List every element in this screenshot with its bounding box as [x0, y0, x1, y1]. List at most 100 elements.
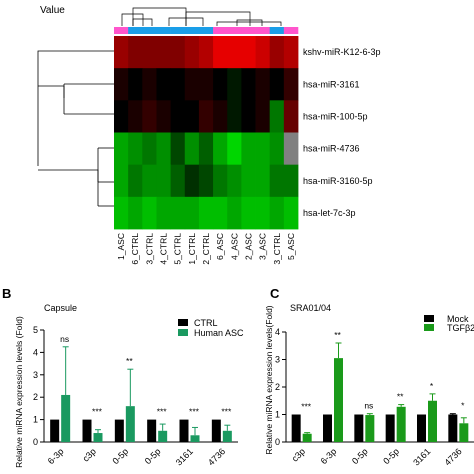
- legend-label-tgf: TGFβ2: [447, 323, 474, 333]
- heatmap-cell: [241, 132, 256, 166]
- bar-treated: [302, 433, 312, 442]
- row-dendrogram: [37, 50, 114, 207]
- heatmap-cell: [283, 36, 299, 69]
- heatmap-cell: [198, 36, 214, 69]
- x-tick-label: c3p: [290, 446, 307, 463]
- heatmap-cell: [241, 196, 256, 230]
- heatmap-cell: [241, 36, 256, 69]
- bar-treated: [93, 433, 103, 442]
- heatmap-cell: [184, 196, 200, 230]
- bar-control: [323, 414, 332, 442]
- legend-swatch-tgf: [424, 324, 434, 331]
- y-tick-label: 4: [33, 347, 38, 357]
- heatmap-column-label: 3_ASC: [258, 233, 268, 260]
- heatmap-cell: [269, 68, 285, 101]
- significance-label: **: [126, 356, 133, 366]
- bar-control: [147, 419, 157, 442]
- legend-swatch-ctrl: [178, 319, 188, 326]
- x-tick-label: 4736: [206, 446, 227, 467]
- significance-label: ns: [60, 334, 69, 344]
- heatmap-row-labels: kshv-miR-K12-6-3p hsa-miR-3161 hsa-miR-100…: [303, 47, 381, 218]
- heatmap-cell: [114, 36, 129, 69]
- heatmap-cell: [128, 68, 143, 101]
- heatmap-cell: [213, 132, 228, 166]
- group-bar-cell: [142, 27, 157, 34]
- heatmap-cell: [227, 164, 242, 198]
- heatmap-cell: [170, 164, 186, 198]
- bar-control: [114, 419, 124, 442]
- bar-treated: [459, 423, 469, 442]
- heatmap-column-label: 6_CTRL: [130, 233, 140, 265]
- heatmap-cell: [170, 196, 186, 230]
- heatmap-cell: [269, 36, 285, 69]
- heatmap-cell: [198, 132, 214, 166]
- heatmap-cell: [128, 100, 143, 133]
- heatmap-cell: [156, 100, 172, 133]
- heatmap-cell: [213, 36, 228, 69]
- heatmap-cell: [156, 196, 172, 230]
- group-bar-cell: [114, 27, 129, 34]
- heatmap-column-label: 3_CTRL: [272, 233, 282, 265]
- y-tick-label: 5: [33, 325, 38, 335]
- significance-label: ***: [189, 407, 200, 417]
- heatmap-cell: [269, 196, 285, 230]
- heatmap-cell: [241, 164, 256, 198]
- significance-label: ***: [221, 407, 232, 417]
- x-tick-label: 6-3p: [46, 446, 66, 466]
- heatmap-cell: [184, 100, 200, 133]
- x-tick-label: 6-3p: [319, 446, 339, 466]
- heatmap-cell: [241, 68, 256, 101]
- y-tick-label: 3: [275, 355, 280, 365]
- significance-label: **: [334, 330, 341, 340]
- heatmap-column-label: 3_CTRL: [144, 233, 154, 265]
- heatmap-cell: [114, 196, 129, 230]
- heatmap-cell: [156, 132, 172, 166]
- heatmap-cell: [198, 164, 214, 198]
- heatmap-cell: [198, 100, 214, 133]
- y-tick-label: 3: [33, 370, 38, 380]
- y-tick-label: 1: [33, 415, 38, 425]
- group-bar-cell: [283, 27, 299, 34]
- heatmap-column-label: 5_ASC: [286, 233, 296, 260]
- significance-label: **: [397, 392, 404, 402]
- significance-label: *: [430, 381, 434, 391]
- heatmap-cell: [283, 68, 299, 101]
- heatmap-cell: [128, 196, 143, 230]
- heatmap-cell: [213, 164, 228, 198]
- heatmap-cell: [269, 100, 285, 133]
- heatmap-cell: [142, 100, 157, 133]
- heatmap-cell: [142, 132, 157, 166]
- y-tick-label: 2: [275, 382, 280, 392]
- x-tick-label: 3161: [174, 446, 195, 467]
- panel-c-ylabel: Relative miRNA expression levels(Fold): [264, 305, 274, 454]
- heatmap-cell: [269, 132, 285, 166]
- panel-b: B Capsule Relative miRNA expression leve…: [2, 286, 244, 468]
- x-tick-label: 0-5p: [110, 446, 130, 466]
- group-bar-cell: [269, 27, 285, 34]
- heatmap-cell: [128, 132, 143, 166]
- heatmap-cell: [255, 36, 271, 69]
- heatmap-cell: [227, 196, 242, 230]
- bar-control: [385, 414, 395, 442]
- significance-label: ***: [157, 407, 168, 417]
- heatmap-legend-fragment: Value: [40, 5, 65, 16]
- heatmap-cell: [213, 68, 228, 101]
- bar-control: [291, 414, 301, 442]
- heatmap-row-label: hsa-let-7c-3p: [303, 208, 356, 218]
- heatmap-cell: [156, 164, 172, 198]
- heatmap-cell: [241, 100, 256, 133]
- panel-c-label: C: [270, 286, 280, 301]
- heatmap-cell: [114, 68, 129, 101]
- heatmap-cell: [170, 100, 186, 133]
- group-bar-cell: [213, 27, 228, 34]
- heatmap-cell: [227, 68, 242, 101]
- heatmap-cell: [184, 164, 200, 198]
- heatmap-cells: [114, 36, 299, 230]
- heatmap-column-label: 2_ASC: [243, 233, 253, 260]
- heatmap-cell: [255, 68, 271, 101]
- group-bar-cell: [198, 27, 214, 34]
- group-bar-cell: [227, 27, 242, 34]
- heatmap-column-label: 1_CTRL: [187, 233, 197, 265]
- x-tick-label: 0-5p: [381, 446, 401, 466]
